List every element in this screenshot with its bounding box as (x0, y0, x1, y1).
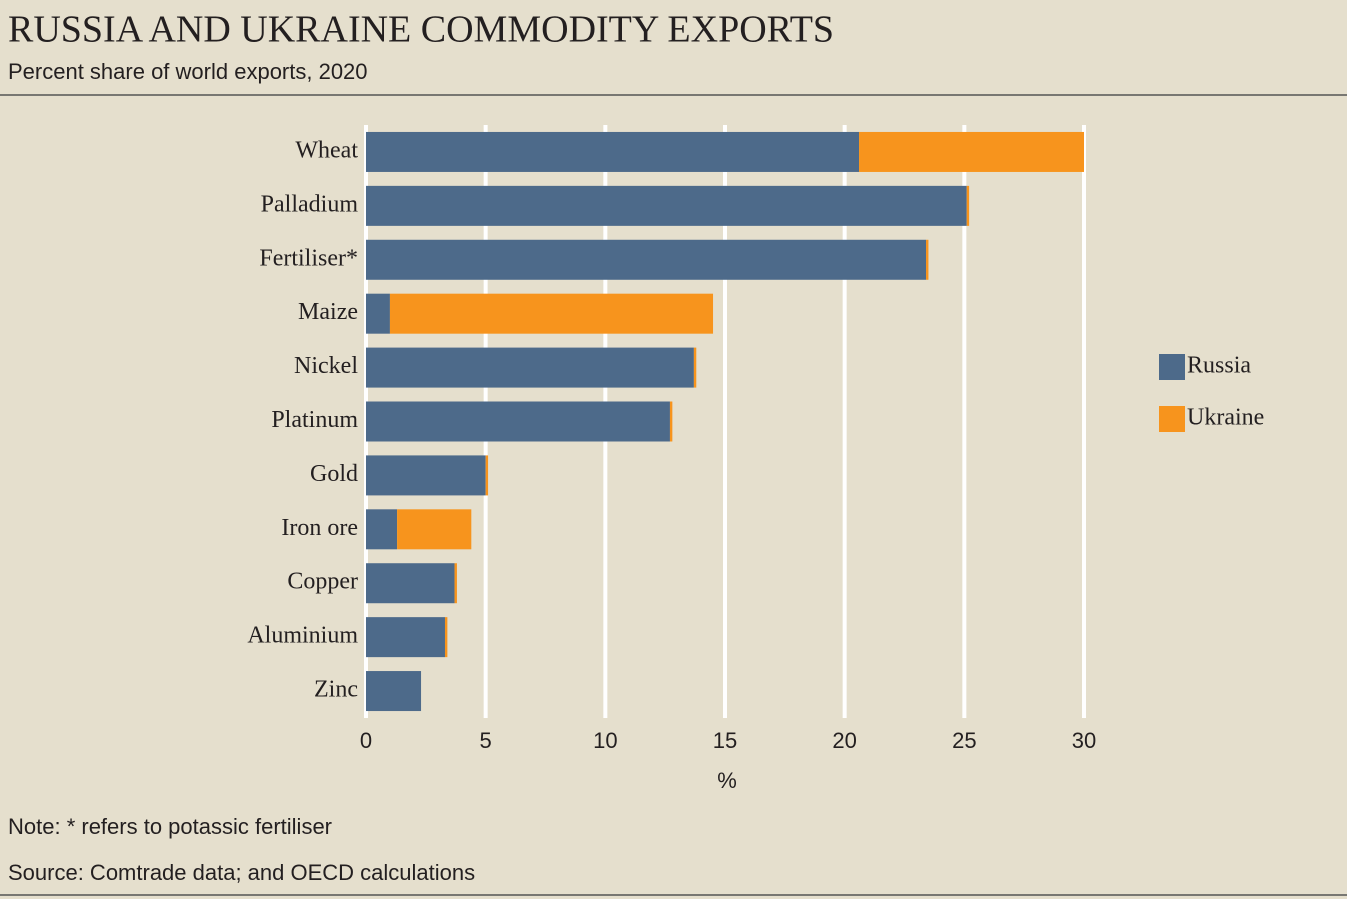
bar-segment (397, 509, 472, 550)
bar-segment (366, 293, 390, 334)
x-tick-label: 25 (952, 728, 976, 753)
legend-label: Ukraine (1187, 405, 1264, 431)
bar-segment (366, 239, 927, 280)
note: Note: * refers to potassic fertiliser (8, 814, 332, 839)
x-tick-label: 0 (360, 728, 372, 753)
bar-segment (366, 131, 860, 172)
legend-label: Russia (1187, 353, 1251, 379)
x-tick-label: 15 (713, 728, 737, 753)
y-tick-label: Zinc (314, 677, 358, 703)
bar-segment (366, 347, 694, 388)
chart-title: RUSSIA AND UKRAINE COMMODITY EXPORTS (8, 9, 834, 51)
bar-segment (669, 401, 673, 442)
y-tick-label: Fertiliser* (259, 245, 358, 271)
y-tick-label: Gold (310, 461, 358, 487)
bar-segment (966, 185, 970, 226)
source: Source: Comtrade data; and OECD calculat… (8, 860, 475, 885)
bar-segment (444, 617, 448, 658)
legend-swatch (1159, 406, 1185, 432)
y-tick-label: Nickel (294, 353, 358, 379)
bar-segment (366, 401, 670, 442)
y-tick-label: Copper (287, 569, 358, 595)
bar-segment (366, 617, 445, 658)
bar-segment (366, 185, 967, 226)
y-tick-label: Aluminium (247, 623, 358, 649)
bar-segment (389, 293, 714, 334)
legend-swatch (1159, 354, 1185, 380)
bar-segment (693, 347, 697, 388)
y-tick-label: Platinum (271, 407, 358, 433)
y-tick-label: Palladium (261, 191, 359, 217)
y-tick-label: Maize (298, 299, 358, 325)
x-axis-label: % (717, 768, 737, 793)
bar-segment (485, 455, 489, 496)
bar-segment (926, 239, 929, 280)
x-tick-label: 30 (1072, 728, 1096, 753)
bar-segment (366, 509, 398, 550)
y-tick-label: Iron ore (281, 515, 358, 541)
y-tick-label: Wheat (295, 137, 358, 163)
bar-segment (366, 455, 486, 496)
bar-segment (366, 671, 422, 712)
x-tick-label: 5 (480, 728, 492, 753)
bar-segment (454, 563, 457, 604)
bar-segment (366, 563, 455, 604)
x-tick-label: 20 (832, 728, 856, 753)
x-tick-label: 10 (593, 728, 617, 753)
bar-segment (859, 131, 1084, 172)
chart-subtitle: Percent share of world exports, 2020 (8, 59, 368, 84)
